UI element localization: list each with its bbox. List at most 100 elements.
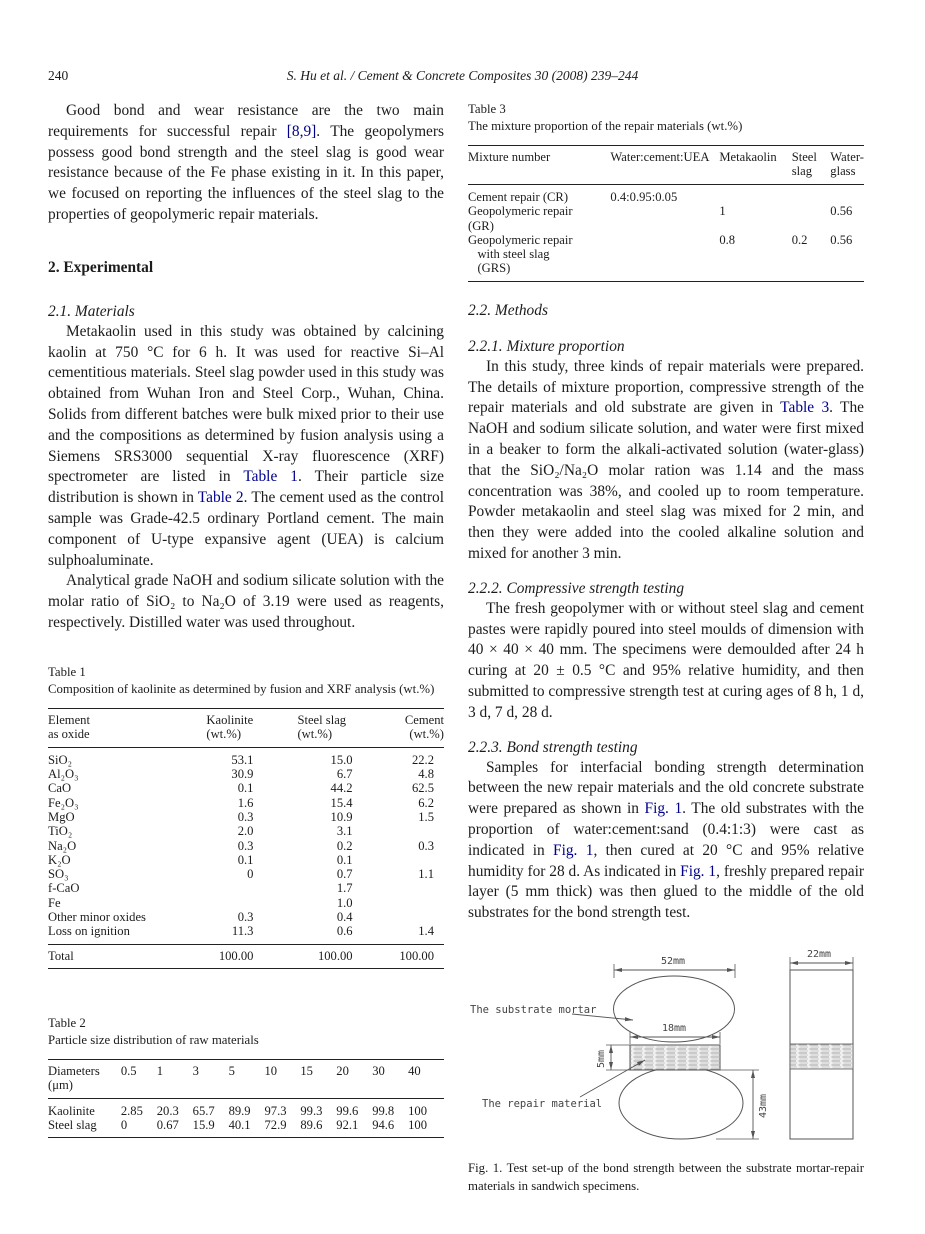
table-cell: 0.1	[237, 781, 254, 796]
table-cell: 15.0	[330, 752, 353, 767]
heading-materials: 2.1. Materials	[48, 302, 135, 320]
table-cell: CaO	[48, 781, 72, 796]
table-cell	[830, 185, 864, 205]
heading-mixture-proportion: 2.2.1. Mixture proportion	[468, 337, 625, 355]
table-cell: 0.4:0.95:0.05	[610, 190, 678, 204]
table-2-caption: Particle size distribution of raw materi…	[48, 1033, 259, 1048]
table-cell: 0.8	[719, 232, 736, 247]
table-row: Steel slag 0 0.67 15.9 40.1 72.9 89.6 92.1 94.6 1…	[48, 1118, 444, 1138]
citation-link[interactable]: Fig. 1	[553, 841, 594, 859]
table-cell: 1.6	[237, 795, 254, 810]
text-run: , then cured at 20 °C and 95% relative h…	[468, 841, 865, 880]
table-cell: Other minor oxides	[48, 910, 146, 924]
table-cell	[385, 853, 444, 867]
heading-experimental: 2. Experimental	[48, 258, 154, 276]
dim-43mm: 43mm	[758, 1094, 769, 1118]
table-3-label: Table 3	[468, 102, 506, 116]
bond-paragraph: Samples for interfacial bonding strength…	[468, 758, 864, 924]
citation-link[interactable]: [8,9]	[286, 122, 317, 140]
heading-methods: 2.2. Methods	[468, 301, 548, 319]
table-cell: 6.2	[418, 795, 434, 810]
table-cell: 89.9	[228, 1103, 251, 1118]
text-run: . The NaOH and sodium silicate solution,…	[468, 399, 864, 562]
table-cell	[385, 896, 444, 910]
citation-link[interactable]: Table 1	[243, 468, 298, 486]
table-cell: 22.2	[411, 752, 434, 767]
table-cell: 0	[120, 1118, 128, 1133]
table-cell: 1	[719, 204, 726, 219]
substrate-ellipse-bottom	[618, 1066, 744, 1140]
table-cell: 53.1	[231, 752, 254, 767]
table-1-header-kaolinite: Kaolinite (wt.%)	[206, 708, 298, 748]
table-cell: 3.1	[336, 824, 353, 839]
table-cell: 100.00	[297, 943, 385, 969]
table-2: Diameters (μm) 0.5 1 3 5 10 15 20 30 40 …	[48, 1058, 444, 1139]
table-2-header: 1	[156, 1059, 193, 1099]
text-run: , freshly prepared repair layer (5 mm th…	[468, 862, 865, 922]
table-cell: 30.9	[231, 767, 254, 782]
table-row: f-CaO 1.7	[48, 881, 444, 895]
left-column: Good bond and wear resistance are the tw…	[48, 101, 444, 1139]
table-3-block: Table 3 The mixture proportion of the re…	[468, 101, 864, 282]
table-row: K₂O 0.1 0.1	[48, 853, 444, 867]
table-cell	[792, 185, 831, 205]
table-cell: 94.6	[372, 1118, 395, 1133]
table-cell: K₂O	[48, 852, 71, 867]
citation-link[interactable]: Table 2	[197, 489, 244, 507]
table-row: Total 100.00 100.00 100.00	[48, 943, 444, 969]
table-2-header: 5	[228, 1059, 265, 1099]
table-2-header: 3	[192, 1059, 229, 1099]
table-cell: 0.3	[237, 838, 254, 853]
table-1-header-steel-slag: Steel slag (wt.%)	[297, 708, 385, 748]
table-cell: 0.2	[791, 232, 808, 247]
table-cell: 0.4	[336, 910, 353, 924]
dim-5mm: 5mm	[596, 1050, 607, 1068]
table-cell: 15.4	[330, 795, 353, 810]
table-cell	[385, 881, 444, 895]
heading-bond-testing: 2.2.3. Bond strength testing	[468, 738, 638, 756]
table-1-head: Element as oxide Kaolinite (wt.%) Steel …	[48, 708, 444, 748]
running-head: S. Hu et al. / Cement & Concrete Composi…	[286, 68, 639, 83]
table-2-header: 40	[408, 1059, 444, 1099]
table-cell: 1.5	[418, 809, 434, 824]
citation-link[interactable]: Fig. 1	[680, 862, 717, 880]
table-cell: 1.7	[336, 881, 353, 896]
table-cell: SiO₂	[48, 752, 72, 767]
table-cell: 0.1	[336, 852, 353, 867]
table-cell: 1.4	[418, 924, 434, 939]
text-run: Good bond and wear resistance are the tw…	[48, 102, 444, 140]
table-cell	[385, 910, 444, 924]
citation-link[interactable]: Table 3	[780, 399, 830, 417]
table-cell	[719, 185, 791, 205]
figure-1: 52mm 18mm 5mm 43mm	[468, 944, 864, 1195]
table-1: Element as oxide Kaolinite (wt.%) Steel …	[48, 707, 444, 969]
table-row: Cement repair (CR) 0.4:0.95:0.05	[468, 185, 864, 205]
table-row: Geopolymeric repair with steel slag (GRS…	[468, 233, 864, 281]
table-cell: 99.8	[372, 1103, 395, 1118]
table-cell: Steel slag	[48, 1118, 97, 1133]
citation-link[interactable]: Fig. 1	[644, 800, 683, 818]
text-run: In this study, three kinds of repair mat…	[468, 357, 864, 417]
table-3-header-metakaolin: Metakaolin	[719, 145, 792, 186]
table-2-header: 20	[336, 1059, 373, 1099]
table-cell: 100	[408, 1118, 427, 1133]
table-row: CaO 0.1 44.2 62.5	[48, 781, 444, 795]
mixture-paragraph: In this study, three kinds of repair mat…	[468, 357, 864, 565]
table-row: Kaolinite 2.85 20.3 65.7 89.9 97.3 99.3 99.6 99.…	[48, 1098, 444, 1118]
table-cell: 99.3	[300, 1103, 323, 1118]
table-row: Fe 1.0	[48, 896, 444, 910]
table-2-header: 0.5	[120, 1059, 157, 1099]
table-2-label: Table 2	[48, 1015, 86, 1030]
table-1-body: SiO₂ 53.1 15.0 22.2 Al₂O₃ 30.9 6.7 4.8 CaO 0.1 44.…	[48, 747, 444, 944]
compressive-paragraph: The fresh geopolymer with or without ste…	[468, 599, 864, 721]
table-2-header: 10	[264, 1059, 301, 1099]
text-run: Samples for interfacial bonding strength…	[468, 758, 864, 818]
table-cell: Fe₂O₃	[48, 795, 79, 810]
table-3-caption: The mixture proportion of the repair mat…	[468, 119, 743, 134]
table-3: Mixture number Water:cement:UEA Metakaol…	[468, 144, 864, 282]
table-cell: 11.3	[231, 924, 254, 939]
text-run: . Their particle size distribution is sh…	[48, 468, 444, 507]
table-cell: Na₂O	[48, 838, 77, 853]
table-cell: 20.3	[156, 1103, 179, 1118]
